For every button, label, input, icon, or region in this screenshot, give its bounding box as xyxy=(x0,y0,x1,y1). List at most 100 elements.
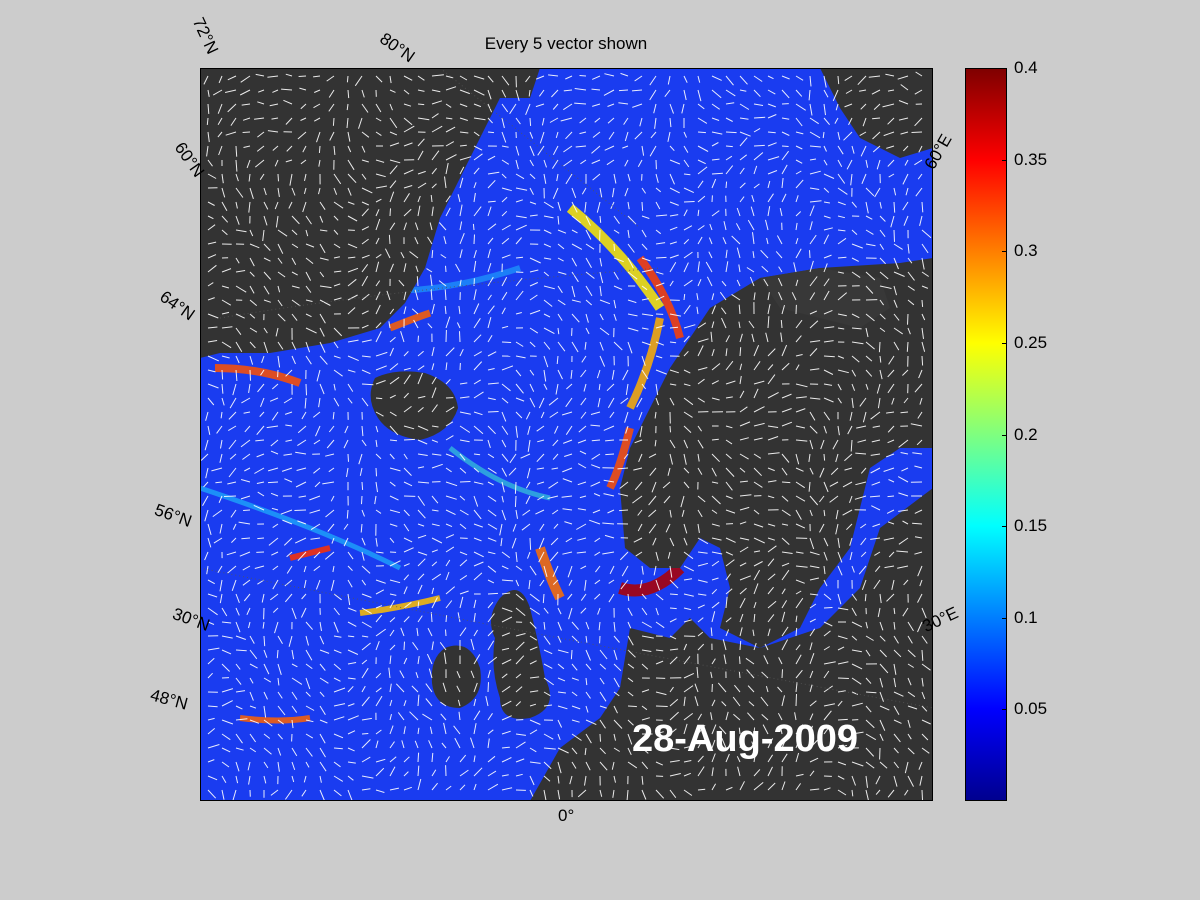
vector-arrow xyxy=(711,658,716,665)
vector-arrow xyxy=(566,383,573,390)
vector-arrow xyxy=(669,711,679,721)
vector-arrow xyxy=(861,579,867,590)
vector-arrow xyxy=(872,425,881,428)
vector-arrow xyxy=(277,243,284,254)
vector-arrow xyxy=(599,691,607,702)
vector-arrow xyxy=(303,565,307,573)
vector-arrow xyxy=(527,551,531,559)
vector-arrow xyxy=(844,453,853,462)
vector-arrow xyxy=(417,89,425,92)
vector-arrow xyxy=(347,551,354,560)
vector-arrow xyxy=(721,280,727,287)
vector-arrow xyxy=(347,131,351,142)
vector-arrow xyxy=(221,173,224,184)
vector-arrow xyxy=(907,327,911,335)
vector-arrow xyxy=(319,285,332,289)
vector-arrow xyxy=(753,782,764,791)
vector-arrow xyxy=(235,677,242,685)
vector-arrow xyxy=(739,75,748,85)
vector-arrow xyxy=(598,383,601,391)
vector-arrow xyxy=(697,209,700,217)
vector-arrow xyxy=(781,562,790,567)
vector-arrow xyxy=(893,747,899,754)
vector-arrow xyxy=(249,719,260,724)
vector-arrow xyxy=(823,661,836,665)
vector-arrow xyxy=(780,726,783,735)
vector-arrow xyxy=(697,617,704,623)
vector-arrow xyxy=(907,257,913,264)
vector-arrow xyxy=(767,766,773,777)
vector-arrow xyxy=(846,159,853,170)
vector-arrow xyxy=(669,226,678,231)
vector-arrow xyxy=(725,559,735,567)
vector-arrow xyxy=(257,383,265,393)
vector-arrow xyxy=(823,89,829,98)
vector-arrow xyxy=(907,719,911,728)
vector-arrow xyxy=(389,644,396,651)
vector-arrow xyxy=(242,579,251,586)
vector-arrow xyxy=(609,565,615,575)
vector-arrow xyxy=(272,89,279,93)
vector-arrow xyxy=(431,549,438,553)
vector-arrow xyxy=(403,616,410,623)
vector-arrow xyxy=(375,117,382,122)
vector-arrow xyxy=(207,775,218,781)
vector-arrow xyxy=(333,593,342,601)
vector-arrow xyxy=(739,363,743,371)
vector-arrow xyxy=(767,537,775,541)
vector-arrow xyxy=(403,367,411,371)
vector-arrow xyxy=(641,243,648,250)
vector-arrow xyxy=(319,257,329,261)
vector-arrow xyxy=(902,369,909,376)
vector-arrow xyxy=(539,131,545,144)
vector-arrow xyxy=(375,280,381,287)
vector-arrow xyxy=(501,673,508,679)
vector-arrow xyxy=(795,565,808,568)
vector-arrow xyxy=(893,677,897,688)
vector-arrow xyxy=(318,397,321,408)
vector-arrow xyxy=(851,677,862,685)
vector-arrow xyxy=(271,117,279,120)
vector-arrow xyxy=(473,710,481,721)
vector-arrow xyxy=(697,367,708,371)
vector-arrow xyxy=(641,635,654,639)
vector-arrow xyxy=(277,635,283,645)
vector-arrow xyxy=(767,425,779,428)
vector-arrow xyxy=(711,75,722,81)
vector-arrow xyxy=(431,167,437,175)
vector-arrow xyxy=(823,425,827,434)
vector-arrow xyxy=(904,159,909,166)
vector-arrow xyxy=(269,593,279,601)
vector-arrow xyxy=(669,425,671,433)
vector-arrow xyxy=(564,453,573,457)
vector-arrow xyxy=(638,411,643,421)
vector-arrow xyxy=(893,733,901,743)
vector-arrow xyxy=(440,254,447,259)
vector-arrow xyxy=(239,89,251,96)
vector-arrow xyxy=(459,509,469,516)
vector-arrow xyxy=(697,740,703,749)
vector-arrow xyxy=(487,131,495,134)
vector-arrow xyxy=(865,313,875,322)
vector-arrow xyxy=(221,761,230,768)
vector-arrow xyxy=(711,523,720,527)
vector-arrow xyxy=(711,783,717,791)
vector-arrow xyxy=(417,495,426,506)
vector-arrow xyxy=(879,593,882,604)
vector-arrow xyxy=(529,593,540,602)
vector-arrow xyxy=(697,509,703,518)
vector-arrow xyxy=(487,630,494,637)
vector-arrow xyxy=(221,607,228,617)
vector-arrow xyxy=(669,262,677,273)
vector-arrow xyxy=(426,653,433,665)
vector-arrow xyxy=(795,195,799,203)
vector-arrow xyxy=(324,551,335,560)
vector-arrow xyxy=(417,395,426,399)
vector-arrow xyxy=(445,559,451,567)
vector-arrow xyxy=(347,294,358,301)
vector-arrow xyxy=(873,103,881,110)
vector-arrow xyxy=(548,74,559,77)
vector-arrow xyxy=(249,705,257,709)
vector-arrow xyxy=(313,75,321,78)
vector-arrow xyxy=(753,103,764,106)
